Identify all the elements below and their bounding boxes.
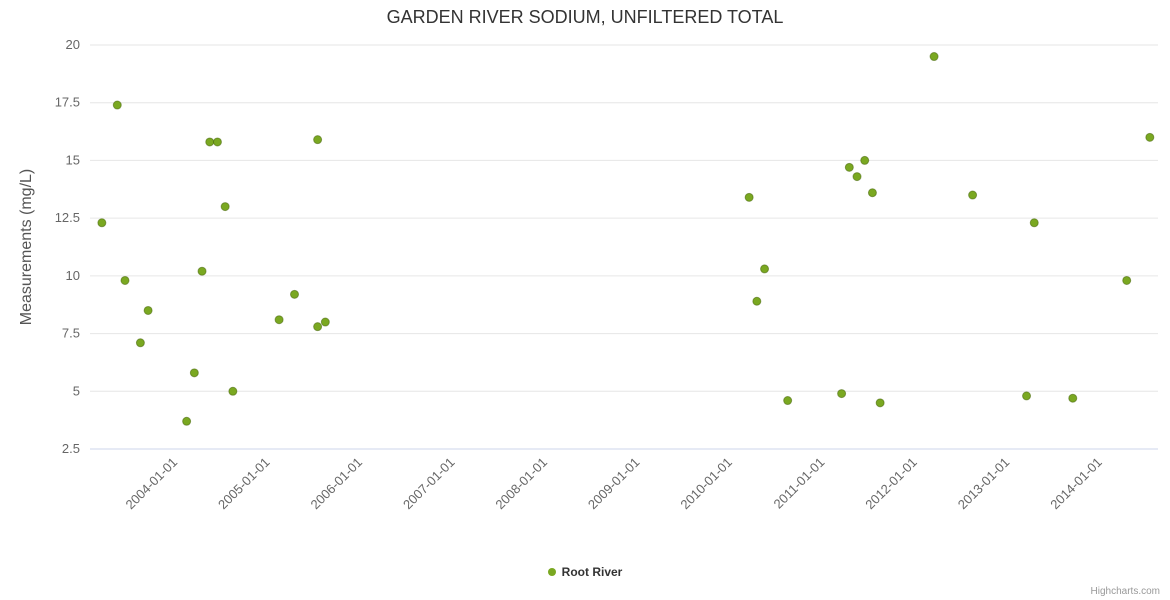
data-point[interactable] [313, 135, 323, 145]
legend-series-label: Root River [561, 565, 623, 579]
legend[interactable]: Root River [0, 563, 1170, 581]
highcharts-credits[interactable]: Highcharts.com [1090, 586, 1160, 597]
y-tick-label: 20 [66, 37, 80, 52]
y-tick-label: 2.5 [62, 441, 80, 456]
data-point[interactable] [744, 192, 754, 202]
data-point[interactable] [205, 137, 215, 147]
x-tick-label: 2014-01-01 [1047, 455, 1105, 513]
data-point[interactable] [929, 52, 939, 62]
data-point[interactable] [968, 190, 978, 200]
data-point[interactable] [867, 188, 877, 198]
data-point[interactable] [274, 315, 284, 325]
data-point[interactable] [1022, 391, 1032, 401]
data-point[interactable] [852, 172, 862, 182]
data-point[interactable] [135, 338, 145, 348]
data-point[interactable] [837, 389, 847, 399]
data-point[interactable] [189, 368, 199, 378]
chart-title: GARDEN RIVER SODIUM, UNFILTERED TOTAL [386, 7, 784, 27]
y-tick-label: 17.5 [55, 95, 80, 110]
data-point[interactable] [844, 162, 854, 172]
data-point[interactable] [1145, 132, 1155, 142]
data-point[interactable] [197, 266, 207, 276]
data-point[interactable] [290, 289, 300, 299]
data-point[interactable] [112, 100, 122, 110]
data-point[interactable] [760, 264, 770, 274]
data-point[interactable] [220, 202, 230, 212]
x-tick-label: 2008-01-01 [492, 455, 550, 513]
data-point[interactable] [783, 396, 793, 406]
data-point[interactable] [212, 137, 222, 147]
data-point[interactable] [228, 386, 238, 396]
data-point[interactable] [320, 317, 330, 327]
y-tick-label: 7.5 [62, 326, 80, 341]
y-tick-label: 10 [66, 268, 80, 283]
x-tick-label: 2012-01-01 [862, 455, 920, 513]
x-tick-label: 2007-01-01 [400, 455, 458, 513]
x-tick-label: 2006-01-01 [307, 455, 365, 513]
data-point[interactable] [143, 305, 153, 315]
data-point[interactable] [120, 275, 130, 285]
data-point[interactable] [875, 398, 885, 408]
data-point[interactable] [1068, 393, 1078, 403]
y-tick-label: 12.5 [55, 210, 80, 225]
legend-marker-icon [547, 568, 556, 576]
x-tick-label: 2005-01-01 [215, 455, 273, 513]
x-tick-label: 2009-01-01 [585, 455, 643, 513]
data-point[interactable] [1029, 218, 1039, 228]
y-tick-label: 5 [73, 383, 80, 398]
x-tick-label: 2004-01-01 [123, 455, 181, 513]
data-point[interactable] [752, 296, 762, 306]
legend-item[interactable]: Root River [547, 565, 623, 579]
data-point[interactable] [182, 416, 192, 426]
x-tick-label: 2011-01-01 [771, 455, 828, 512]
data-point[interactable] [1122, 275, 1132, 285]
x-tick-label: 2013-01-01 [955, 455, 1013, 513]
data-point[interactable] [860, 155, 870, 165]
data-point[interactable] [313, 322, 323, 332]
x-tick-label: 2010-01-01 [677, 455, 735, 513]
y-tick-label: 15 [66, 152, 80, 167]
data-point[interactable] [97, 218, 107, 228]
